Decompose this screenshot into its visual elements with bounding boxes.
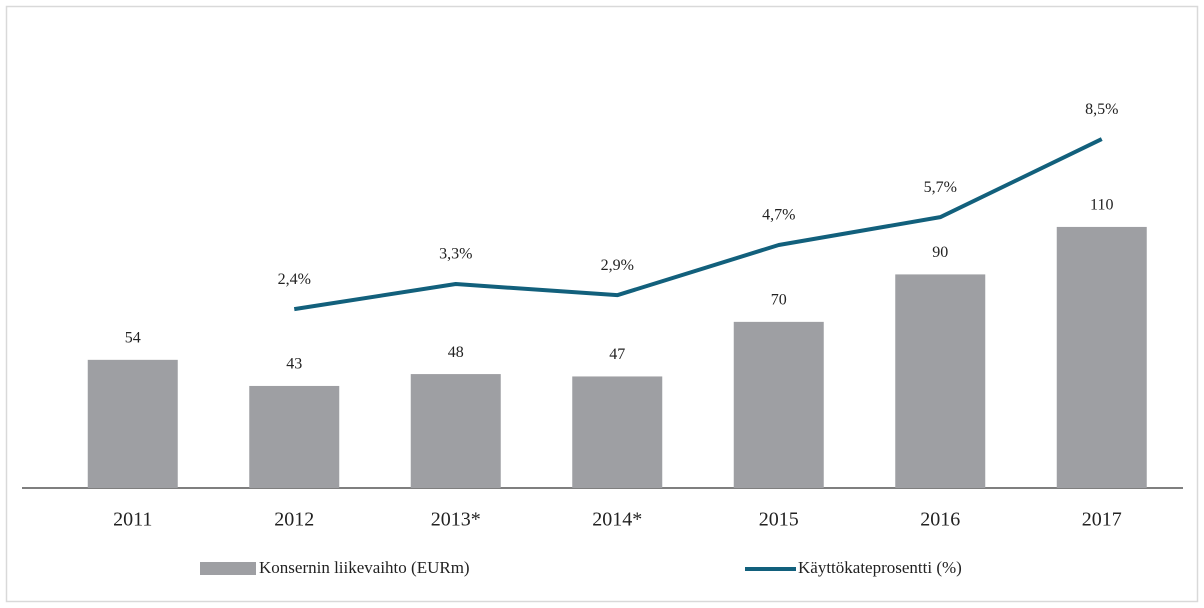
data-label: 8,5% xyxy=(1085,101,1118,118)
x-tick-label: 2015 xyxy=(759,509,799,531)
legend-swatch xyxy=(200,562,256,575)
x-tick-label: 2016 xyxy=(920,509,960,531)
bar xyxy=(87,359,178,488)
data-label: 3,3% xyxy=(439,246,472,263)
legend-label: Käyttökateprosentti (%) xyxy=(798,558,962,577)
data-label: 4,7% xyxy=(762,207,795,224)
data-label: 90 xyxy=(932,244,948,261)
bar xyxy=(410,374,501,488)
data-label: 47 xyxy=(609,346,625,363)
data-label: 70 xyxy=(771,292,787,309)
x-tick-label: 2013* xyxy=(431,509,481,531)
data-label: 2,4% xyxy=(278,271,311,288)
data-label: 5,7% xyxy=(924,179,957,196)
data-label: 43 xyxy=(286,356,302,373)
bar xyxy=(895,274,986,488)
data-label: 2,9% xyxy=(601,257,634,274)
bar xyxy=(572,376,663,488)
data-label: 54 xyxy=(125,330,141,347)
bar xyxy=(249,385,340,488)
x-tick-label: 2011 xyxy=(113,509,152,531)
bar xyxy=(1056,226,1147,488)
x-tick-label: 2014* xyxy=(592,509,642,531)
chart-frame xyxy=(5,5,1199,603)
data-label: 48 xyxy=(448,344,464,361)
x-tick-label: 2017 xyxy=(1082,509,1122,531)
legend-label: Konsernin liikevaihto (EURm) xyxy=(259,558,470,577)
bar xyxy=(733,321,824,488)
x-tick-label: 2012 xyxy=(274,509,314,531)
data-label: 110 xyxy=(1090,197,1113,214)
line xyxy=(293,137,1103,312)
